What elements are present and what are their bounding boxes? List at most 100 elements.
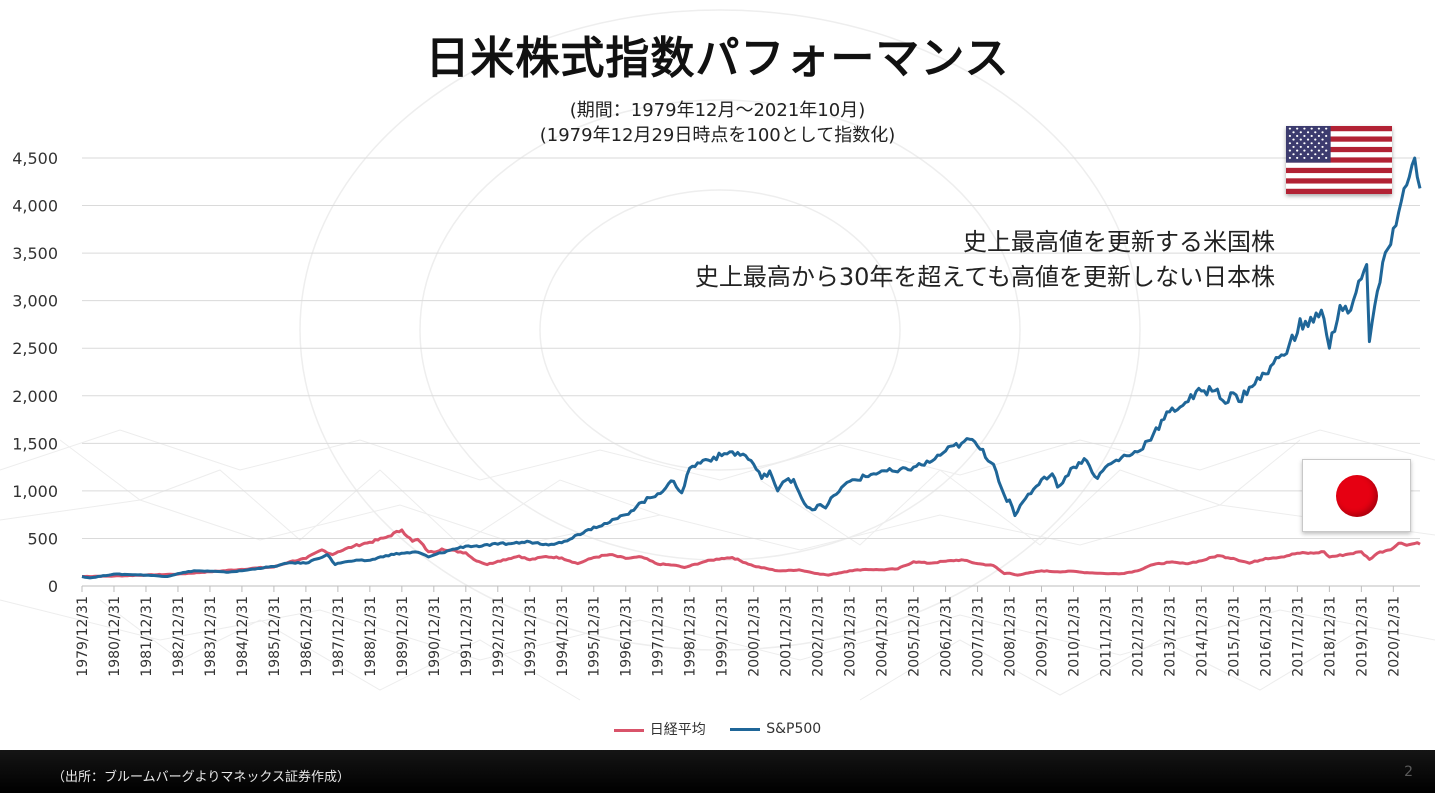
us-flag-star xyxy=(1306,131,1310,134)
y-tick-label: 2,500 xyxy=(12,339,58,358)
us-flag-star xyxy=(1296,134,1299,137)
x-tick-label: 1986/12/31 xyxy=(299,596,315,677)
us-flag-star xyxy=(1325,149,1328,152)
us-flag-star xyxy=(1292,145,1295,148)
us-flag-star xyxy=(1325,127,1328,130)
x-tick-label: 1984/12/31 xyxy=(235,596,251,677)
y-tick-label: 0 xyxy=(48,577,58,596)
x-tick-label: 2013/12/31 xyxy=(1162,596,1178,677)
japan-flag-icon xyxy=(1302,459,1411,532)
performance-line-chart: 0 500 1,000 1,500 2,000 2,500 3,000 3,500 4,000 4… xyxy=(12,149,1422,677)
y-tick-label: 4,000 xyxy=(12,197,58,216)
page-number: 2 xyxy=(1404,764,1413,780)
us-flag-star xyxy=(1299,138,1302,141)
us-flag-star xyxy=(1310,156,1313,159)
x-tick-label: 1998/12/31 xyxy=(683,596,699,677)
us-flag-star xyxy=(1299,131,1302,134)
y-tick-label: 500 xyxy=(27,529,58,548)
us-flag-star xyxy=(1317,127,1321,130)
x-tick-label: 1991/12/31 xyxy=(459,596,475,677)
x-tick-label: 2004/12/31 xyxy=(875,596,891,677)
x-tick-label: 1993/12/31 xyxy=(523,596,539,677)
us-flag-star xyxy=(1321,138,1324,141)
x-tick-label: 2010/12/31 xyxy=(1067,596,1083,677)
x-tick-label: 2009/12/31 xyxy=(1035,596,1051,677)
us-flag-star xyxy=(1321,145,1324,148)
x-tick-label: 1997/12/31 xyxy=(651,596,667,677)
x-tick-label: 1989/12/31 xyxy=(395,596,411,677)
x-tick-label: 1992/12/31 xyxy=(491,596,507,677)
annotation-us-stocks: 史上最高値を更新する米国株 xyxy=(963,228,1275,256)
us-flag-star xyxy=(1321,131,1324,134)
legend-item-sp500: S&P500 xyxy=(730,721,821,737)
x-tick-label: 2003/12/31 xyxy=(843,596,859,677)
y-tick-label: 4,500 xyxy=(12,149,58,168)
us-flag-star xyxy=(1292,131,1295,134)
x-tick-label: 2006/12/31 xyxy=(939,596,955,677)
legend-swatch-sp500 xyxy=(730,727,761,731)
us-flag-star xyxy=(1317,142,1321,145)
us-flag-star xyxy=(1288,149,1292,152)
footer-bar: （出所：ブルームバーグよりマネックス証券作成） 2 xyxy=(0,750,1435,793)
us-flag-star xyxy=(1306,138,1310,141)
series-lines xyxy=(81,156,1422,580)
us-flag-star xyxy=(1317,149,1321,152)
us-flag-star xyxy=(1288,134,1292,137)
us-flag-star xyxy=(1325,134,1328,137)
x-tick-label: 1987/12/31 xyxy=(331,596,347,677)
us-flag-star xyxy=(1288,127,1292,130)
us-flag-star xyxy=(1288,142,1292,145)
x-axis-ticks: 1979/12/31 1980/12/31 1981/12/31 1982/12/31… xyxy=(75,586,1402,677)
us-flag-star xyxy=(1299,145,1302,148)
legend-label-sp500: S&P500 xyxy=(766,721,822,737)
us-flag-star xyxy=(1317,156,1321,159)
x-tick-label: 2016/12/31 xyxy=(1258,596,1274,677)
x-tick-label: 1999/12/31 xyxy=(715,596,731,677)
us-flag-star xyxy=(1288,156,1292,159)
legend-swatch-nikkei xyxy=(613,728,644,732)
us-flag-star xyxy=(1296,156,1299,159)
us-flag-star xyxy=(1303,134,1306,137)
x-tick-label: 2002/12/31 xyxy=(811,596,827,677)
y-tick-label: 3,000 xyxy=(12,292,58,311)
y-tick-label: 2,000 xyxy=(12,387,58,406)
x-tick-label: 1990/12/31 xyxy=(427,596,443,677)
x-tick-label: 2014/12/31 xyxy=(1194,596,1210,677)
legend-label-nikkei: 日経平均 xyxy=(649,722,706,738)
x-tick-label: 1982/12/31 xyxy=(171,596,187,677)
us-flag-star xyxy=(1310,134,1313,137)
us-flag-star xyxy=(1314,131,1317,134)
series-line-nikkei xyxy=(82,528,1421,579)
series-line-sp500 xyxy=(81,156,1422,580)
source-note: （出所：ブルームバーグよりマネックス証券作成） xyxy=(52,770,350,785)
us-flag-star xyxy=(1310,127,1313,130)
us-flag-star xyxy=(1314,138,1317,141)
slide-title: 日米株式指数パフォーマンス xyxy=(425,33,1010,84)
y-tick-label: 1,000 xyxy=(12,482,58,501)
x-tick-label: 1979/12/31 xyxy=(75,596,91,677)
x-tick-label: 2019/12/31 xyxy=(1354,596,1370,677)
us-flag-star xyxy=(1325,142,1328,145)
x-tick-label: 1980/12/31 xyxy=(107,596,123,677)
us-flag-star xyxy=(1296,127,1299,130)
index-subtitle: (1979年12月29日時点を100として指数化) xyxy=(539,125,896,146)
y-axis-ticks: 0 500 1,000 1,500 2,000 2,500 3,000 3,500 4,000 4… xyxy=(12,149,58,596)
x-tick-label: 1994/12/31 xyxy=(555,596,571,677)
us-flag-star xyxy=(1296,142,1299,145)
us-flag-star xyxy=(1325,156,1328,159)
x-tick-label: 2015/12/31 xyxy=(1226,596,1242,677)
us-flag-star xyxy=(1306,145,1310,148)
x-tick-label: 1995/12/31 xyxy=(587,596,603,677)
us-flag-star xyxy=(1310,142,1313,145)
us-flag-star xyxy=(1296,149,1299,152)
x-tick-label: 2012/12/31 xyxy=(1130,596,1146,677)
us-flag-star xyxy=(1303,149,1306,152)
x-tick-label: 1983/12/31 xyxy=(203,596,219,677)
us-flag-star xyxy=(1321,153,1324,156)
x-tick-label: 2020/12/31 xyxy=(1386,596,1402,677)
us-flag-icon xyxy=(1286,126,1392,194)
chart-legend: 日経平均 S&P500 xyxy=(0,719,1435,739)
x-tick-label: 1996/12/31 xyxy=(619,596,635,677)
y-tick-label: 3,500 xyxy=(12,244,58,263)
